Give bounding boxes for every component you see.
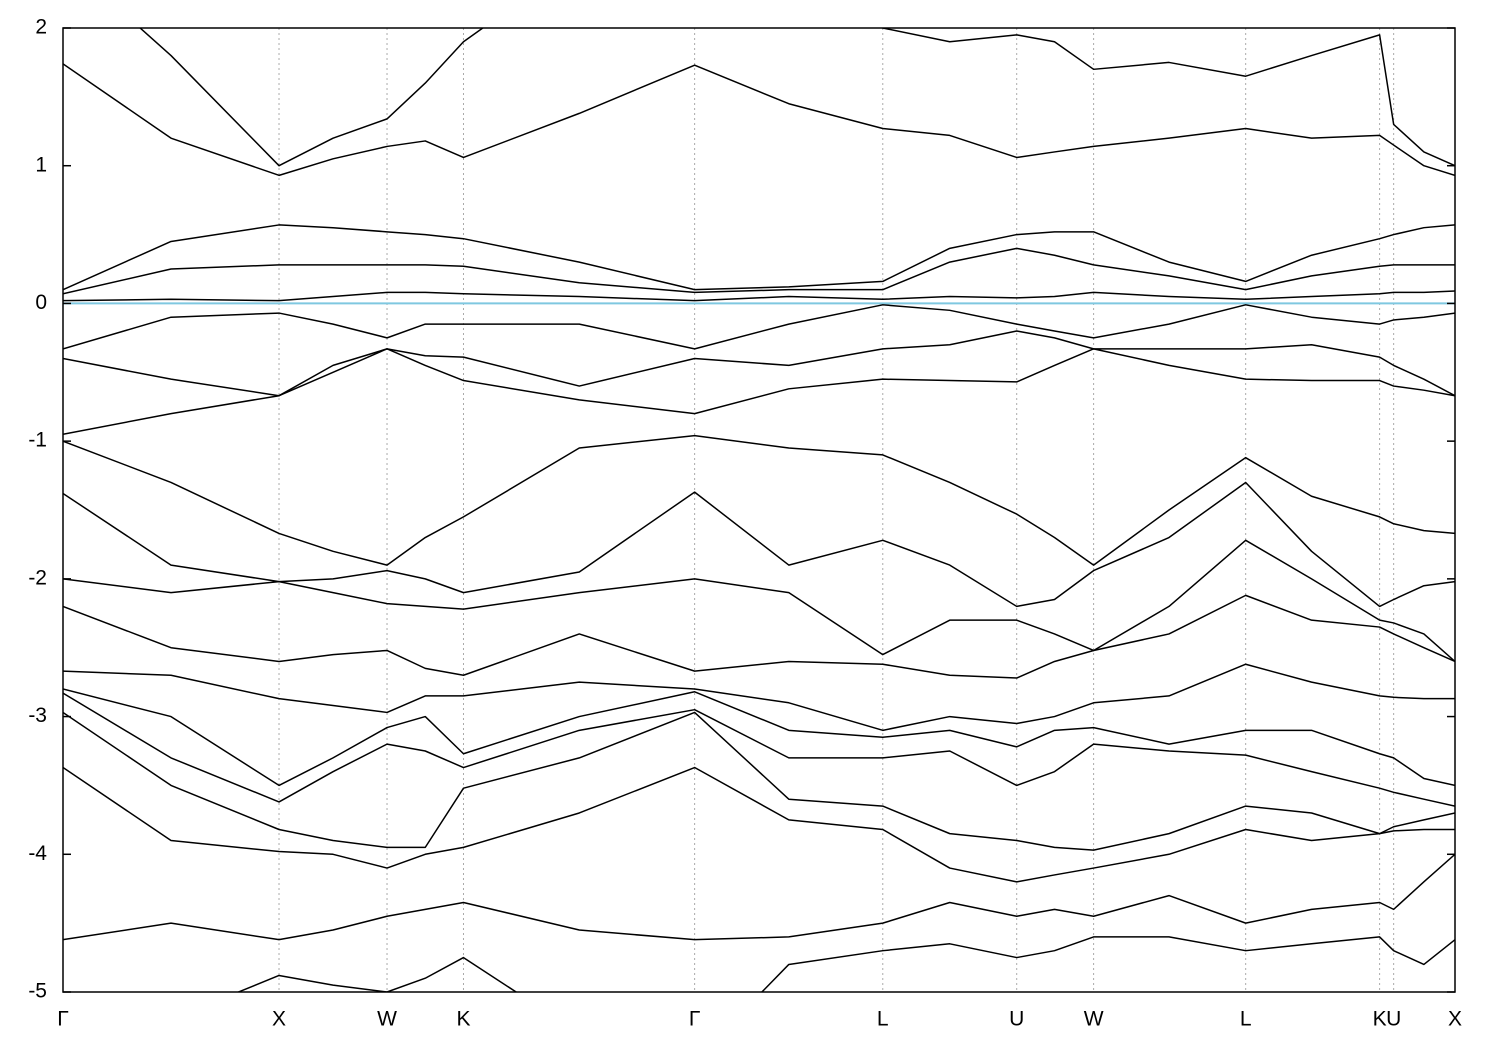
band-line <box>63 304 1455 350</box>
y-tick-label: -1 <box>28 429 47 452</box>
y-tick-label: -4 <box>28 842 47 865</box>
plot-frame <box>62 27 1456 993</box>
band-line <box>139 28 1455 167</box>
band-line <box>63 711 1455 851</box>
x-tick-label: Γ <box>57 1008 69 1031</box>
band-line <box>63 290 1455 302</box>
x-tick-label: X <box>272 1008 286 1031</box>
x-tick-label: L <box>877 1008 889 1031</box>
y-tick-label: -5 <box>28 980 47 1003</box>
band-line <box>63 330 1455 397</box>
band-line <box>63 434 1455 566</box>
x-tick-label: Γ <box>689 1008 701 1031</box>
x-tick-label: W <box>1084 1008 1104 1031</box>
y-tick-label: 2 <box>35 16 47 39</box>
x-tick-label: K <box>1373 1008 1387 1031</box>
band-line <box>63 594 1455 679</box>
y-tick-label: 0 <box>35 291 47 314</box>
y-tick-label: 1 <box>35 153 47 176</box>
x-tick-label: U <box>1009 1008 1024 1031</box>
x-tick-label: K <box>456 1008 470 1031</box>
band-line <box>63 692 1455 807</box>
grid <box>62 28 1456 992</box>
x-tick-label: L <box>1240 1008 1252 1031</box>
x-tick-label: U <box>1386 1008 1401 1031</box>
band-line <box>63 224 1455 291</box>
y-tick-label: -3 <box>28 704 47 727</box>
bands <box>63 28 1455 992</box>
band-line <box>63 688 1455 787</box>
band-line <box>63 663 1455 732</box>
x-tick-label: X <box>1448 1008 1462 1031</box>
band-line <box>236 936 1455 992</box>
y-tick-label: -2 <box>28 566 47 589</box>
x-tick-label: W <box>377 1008 397 1031</box>
band-line <box>63 63 1455 177</box>
band-line <box>63 247 1455 295</box>
band-line <box>63 481 1455 608</box>
band-line <box>63 766 1455 883</box>
band-line <box>63 539 1455 663</box>
band-line <box>63 348 1455 435</box>
band-line <box>63 853 1455 941</box>
